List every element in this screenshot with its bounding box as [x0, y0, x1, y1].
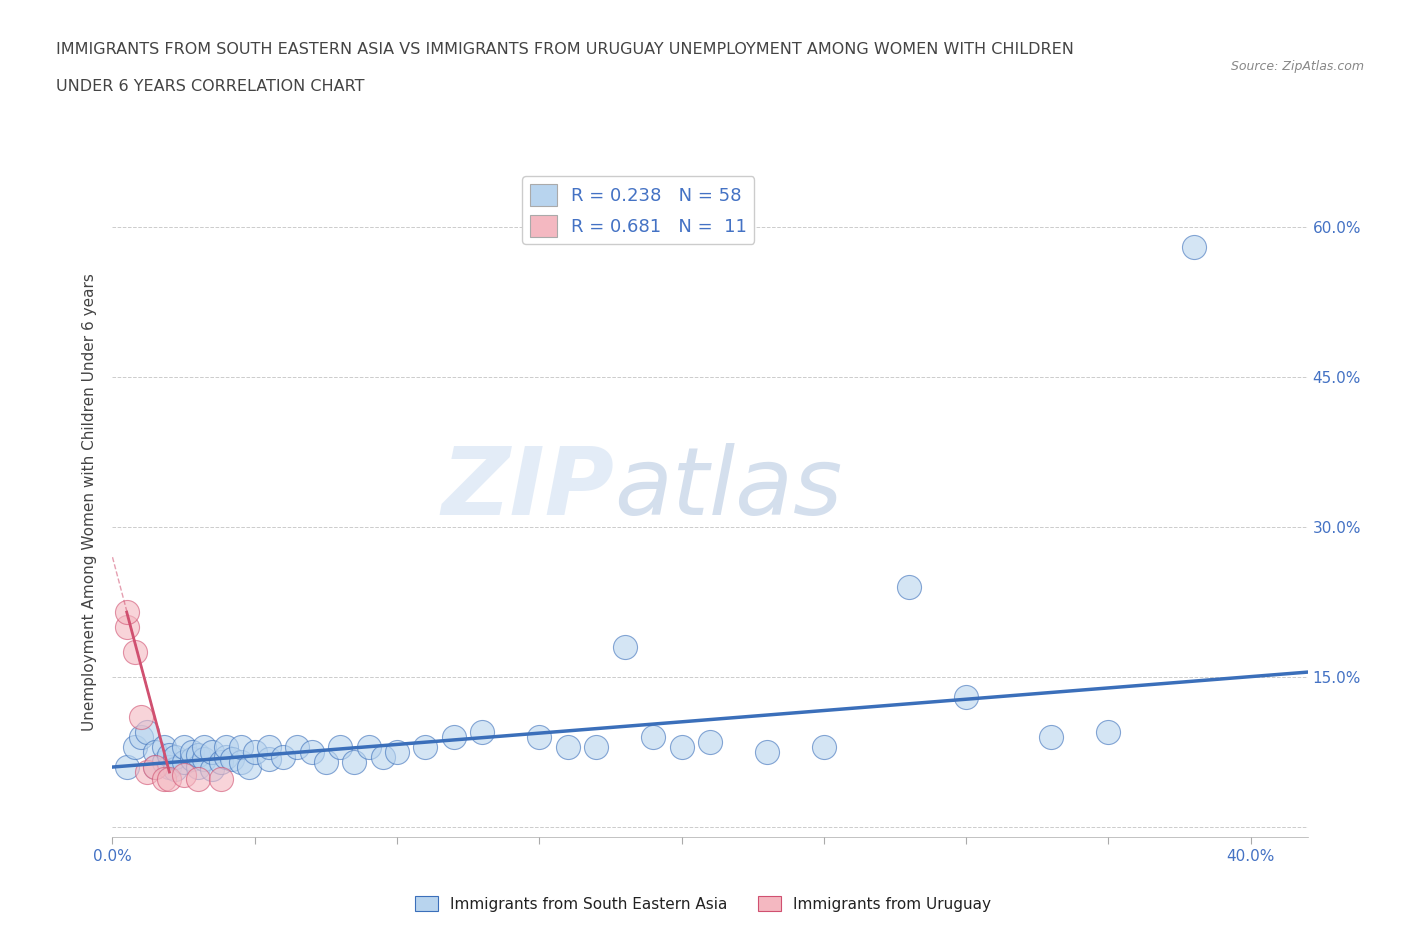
Point [813, 739, 835, 754]
Text: IMMIGRANTS FROM SOUTH EASTERN ASIA VS IMMIGRANTS FROM URUGUAY UNEMPLOYMENT AMONG: IMMIGRANTS FROM SOUTH EASTERN ASIA VS IM… [56, 42, 1074, 57]
Point [329, 739, 352, 754]
Point [257, 739, 280, 754]
Point [173, 739, 195, 754]
Point [173, 754, 195, 769]
Point [898, 579, 921, 594]
Point [585, 739, 607, 754]
Point [238, 760, 260, 775]
Point [357, 739, 380, 754]
Point [187, 748, 209, 763]
Text: Source: ZipAtlas.com: Source: ZipAtlas.com [1230, 60, 1364, 73]
Point [643, 730, 665, 745]
Point [755, 745, 778, 760]
Text: UNDER 6 YEARS CORRELATION CHART: UNDER 6 YEARS CORRELATION CHART [56, 79, 364, 94]
Point [124, 644, 146, 659]
Point [124, 739, 146, 754]
Point [955, 690, 977, 705]
Point [613, 640, 636, 655]
Text: ZIP: ZIP [441, 443, 614, 535]
Point [115, 619, 138, 634]
Point [143, 760, 166, 775]
Point [157, 772, 180, 787]
Point [315, 754, 337, 769]
Point [209, 754, 232, 769]
Point [152, 772, 174, 787]
Point [229, 739, 252, 754]
Point [287, 739, 309, 754]
Point [157, 760, 180, 775]
Point [135, 764, 157, 779]
Point [343, 754, 366, 769]
Point [671, 739, 693, 754]
Point [143, 745, 166, 760]
Point [371, 750, 394, 764]
Legend: R = 0.238   N = 58, R = 0.681   N =  11: R = 0.238 N = 58, R = 0.681 N = 11 [523, 177, 754, 244]
Point [1097, 724, 1119, 739]
Point [181, 745, 204, 760]
Point [152, 754, 174, 769]
Point [143, 760, 166, 775]
Point [443, 730, 465, 745]
Point [529, 730, 551, 745]
Point [165, 750, 187, 764]
Point [471, 724, 494, 739]
Point [193, 751, 215, 766]
Point [209, 772, 232, 787]
Point [243, 745, 266, 760]
Point [187, 760, 209, 775]
Point [557, 739, 579, 754]
Point [157, 748, 180, 763]
Point [415, 739, 437, 754]
Point [699, 735, 721, 750]
Point [229, 754, 252, 769]
Point [221, 751, 243, 766]
Point [165, 762, 187, 777]
Point [201, 762, 224, 777]
Point [181, 751, 204, 766]
Point [257, 751, 280, 766]
Point [201, 745, 224, 760]
Point [115, 604, 138, 619]
Point [385, 745, 408, 760]
Point [187, 772, 209, 787]
Y-axis label: Unemployment Among Women with Children Under 6 years: Unemployment Among Women with Children U… [82, 273, 97, 731]
Point [1182, 240, 1205, 255]
Point [129, 710, 152, 724]
Point [152, 739, 174, 754]
Point [193, 739, 215, 754]
Point [301, 745, 323, 760]
Point [1040, 730, 1063, 745]
Point [215, 750, 238, 764]
Legend: Immigrants from South Eastern Asia, Immigrants from Uruguay: Immigrants from South Eastern Asia, Immi… [409, 889, 997, 918]
Text: atlas: atlas [614, 444, 842, 535]
Point [215, 739, 238, 754]
Point [129, 730, 152, 745]
Point [135, 724, 157, 739]
Point [173, 767, 195, 782]
Point [271, 750, 294, 764]
Point [115, 760, 138, 775]
